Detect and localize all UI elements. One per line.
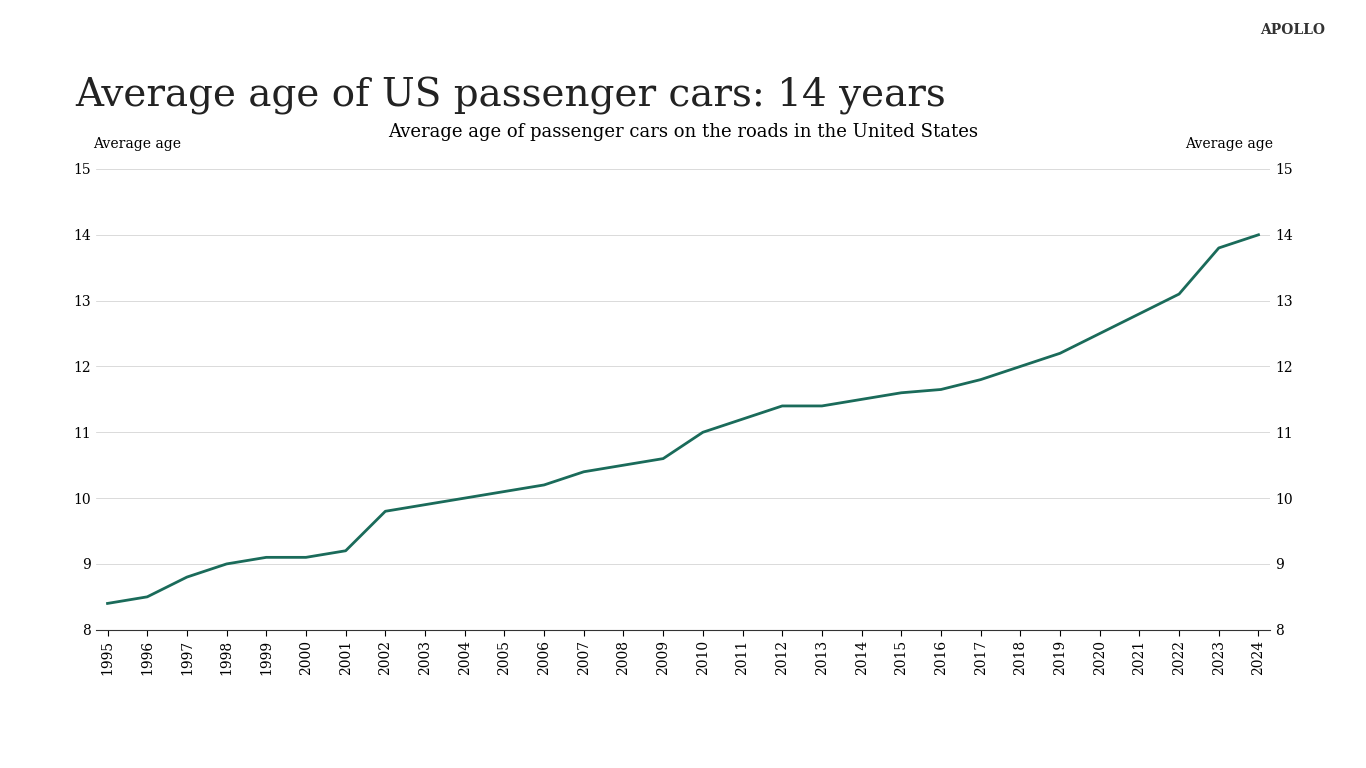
- Text: Average age: Average age: [1184, 137, 1273, 151]
- Text: APOLLO: APOLLO: [1259, 23, 1325, 37]
- Text: Average age of US passenger cars: 14 years: Average age of US passenger cars: 14 yea…: [75, 77, 945, 114]
- Text: Average age of passenger cars on the roads in the United States: Average age of passenger cars on the roa…: [388, 124, 978, 141]
- Text: Average age: Average age: [93, 137, 182, 151]
